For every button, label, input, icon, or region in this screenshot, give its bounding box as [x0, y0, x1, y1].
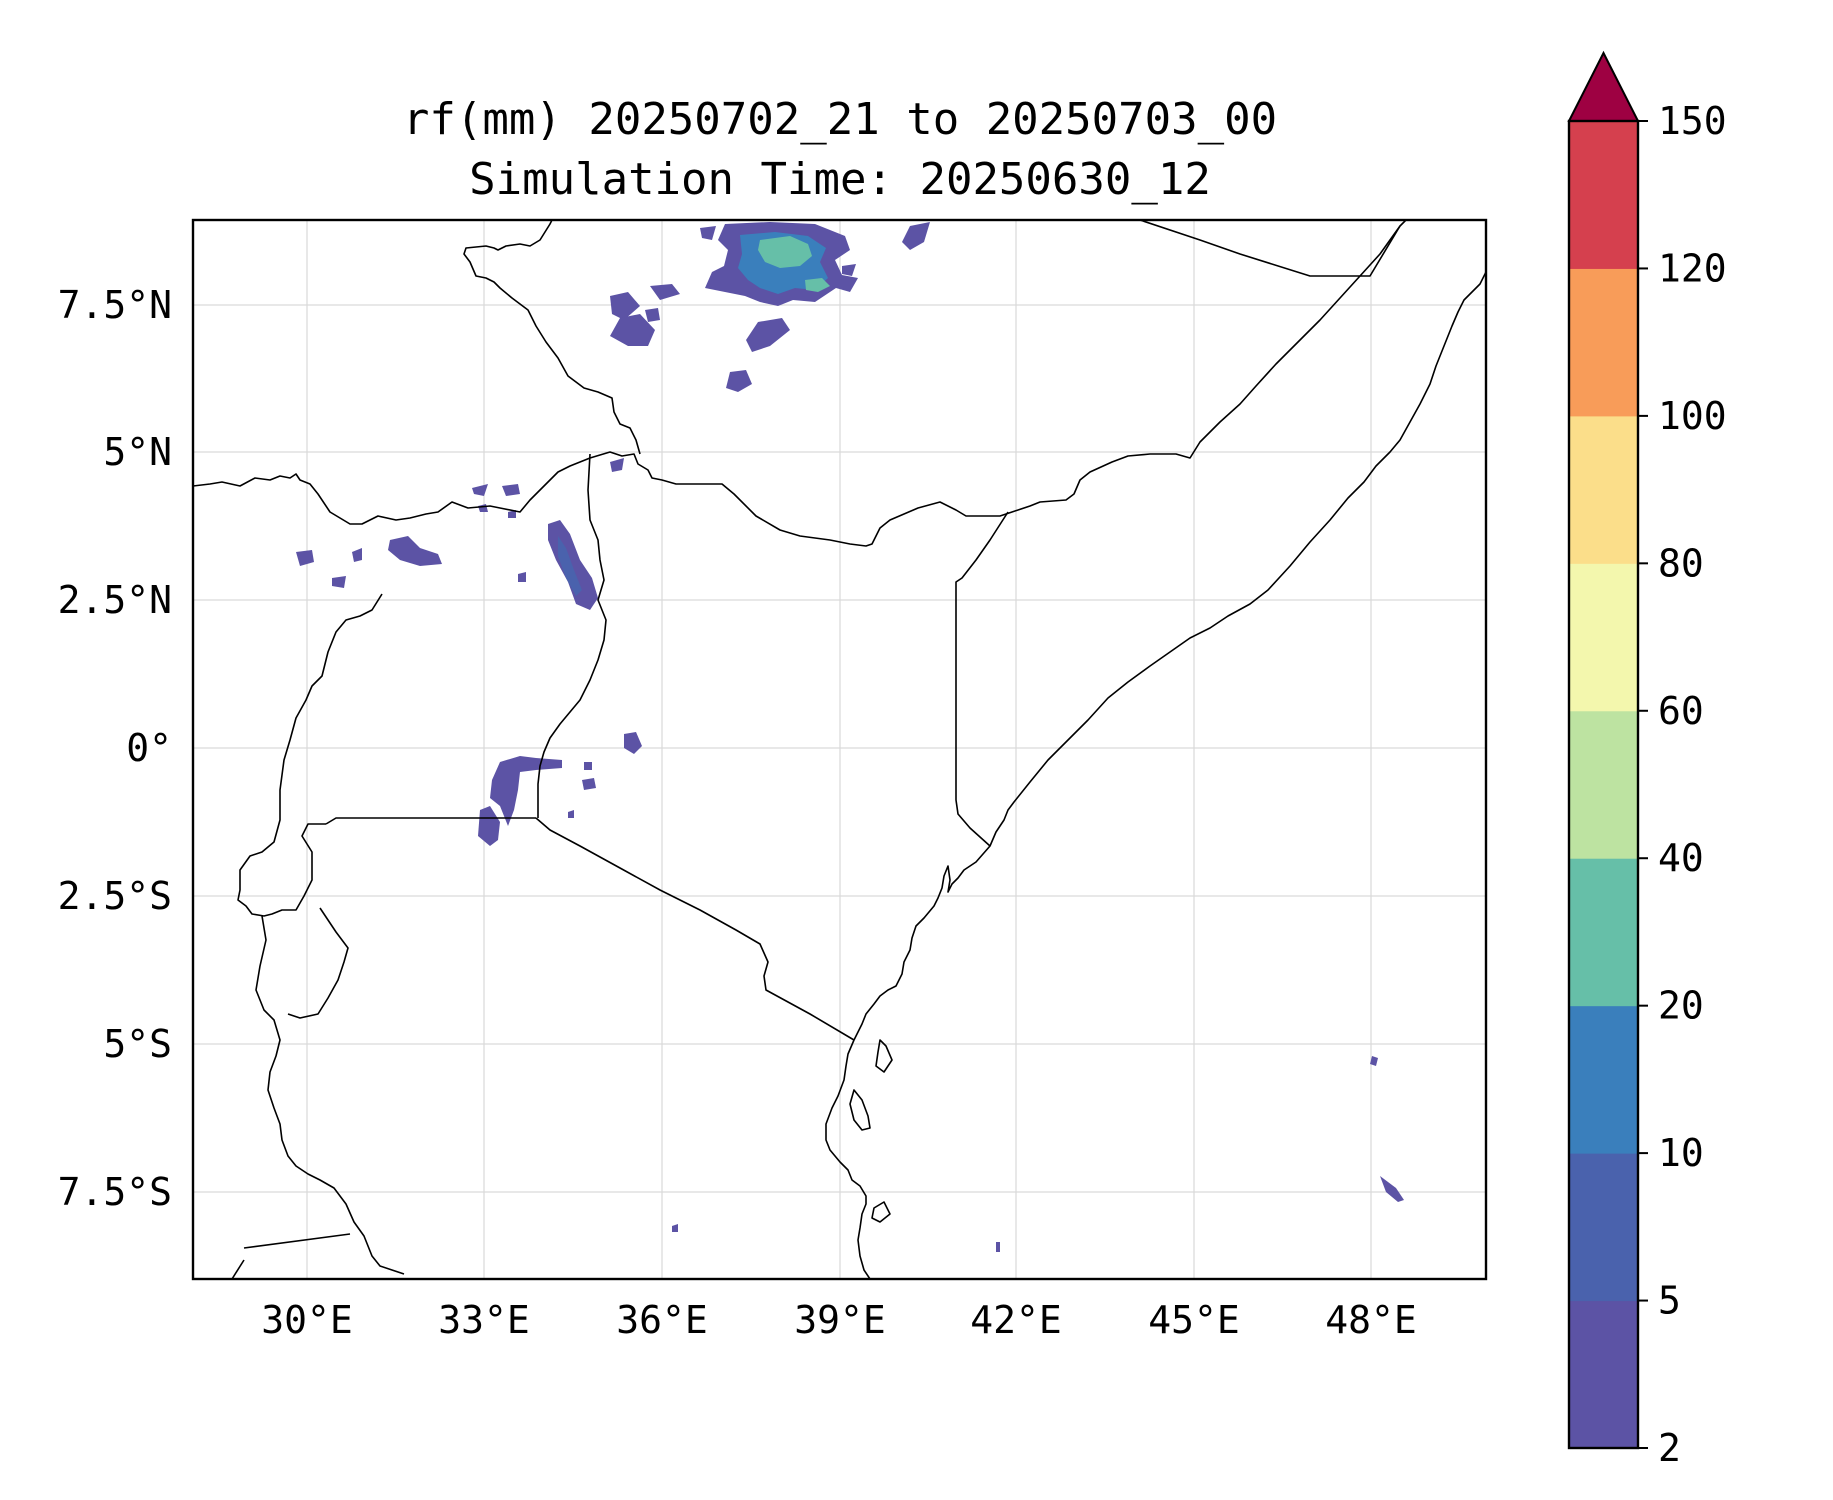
colorbar: 2 5 10 20 40 60 80 100 120 150 [1567, 50, 1727, 1470]
colorbar-tick-label: 5 [1658, 1279, 1681, 1323]
rain-patch [518, 572, 526, 582]
colorbar-tick-label: 20 [1658, 984, 1704, 1028]
map-frame [191, 218, 1488, 1281]
colorbar-tick-label: 40 [1658, 836, 1704, 880]
border-line [243, 1233, 351, 1249]
colorbar-frame [1567, 119, 1640, 1450]
colorbar-tick-label: 60 [1658, 689, 1704, 733]
rain-patch [584, 762, 592, 770]
border-line [231, 1259, 245, 1279]
rain-patch [650, 284, 680, 300]
rain-field [296, 222, 1404, 1252]
x-tick-label: 33°E [438, 1298, 530, 1342]
x-tick-label: 39°E [794, 1298, 886, 1342]
y-tick-label: 2.5°S [58, 874, 172, 918]
colorbar-segment [1569, 415, 1638, 564]
map-panel [191, 218, 1488, 1281]
colorbar-tick-label: 150 [1658, 99, 1727, 143]
rain-patch [805, 278, 830, 292]
rain-patch [645, 308, 660, 322]
country-borders [193, 220, 1486, 1279]
rain-patch [558, 536, 582, 596]
island-outline [871, 1201, 891, 1223]
colorbar-segment [1569, 858, 1638, 1007]
rain-patch [472, 484, 488, 496]
colorbar-segment [1569, 563, 1638, 712]
y-tick-label: 7.5°N [58, 283, 172, 327]
y-tick-label: 5°N [103, 430, 172, 474]
colorbar-segment [1569, 1005, 1638, 1154]
border-line [1139, 220, 1401, 277]
border-line [287, 907, 349, 1019]
x-tick-label: 45°E [1148, 1298, 1240, 1342]
title-line-2: Simulation Time: 20250630_12 [469, 154, 1211, 205]
border-line [535, 817, 855, 1041]
x-tick-label: 30°E [261, 1298, 353, 1342]
border-line [955, 511, 1009, 847]
border-line [255, 915, 405, 1275]
colorbar-tick-label: 100 [1658, 394, 1727, 438]
rain-patch [508, 510, 516, 518]
rain-patch [672, 1224, 678, 1232]
x-axis-ticks: 30°E 33°E 36°E 39°E 42°E 45°E 48°E [261, 1298, 1417, 1342]
rain-patch [332, 576, 346, 588]
colorbar-extend-arrow [1567, 50, 1640, 122]
colorbar-segment [1569, 1300, 1638, 1449]
rain-patch [624, 732, 642, 754]
rain-patch [478, 806, 500, 846]
rain-patch [758, 236, 812, 268]
rain-patch [610, 292, 640, 320]
colorbar-segment [1569, 268, 1638, 417]
island-outline [875, 1039, 893, 1073]
x-tick-label: 42°E [970, 1298, 1062, 1342]
rain-patch [1380, 1176, 1404, 1202]
colorbar-tick-label: 120 [1658, 246, 1727, 290]
x-tick-label: 48°E [1325, 1298, 1417, 1342]
colorbar-segment [1569, 710, 1638, 859]
rain-patch [726, 370, 752, 392]
y-tick-label: 2.5°N [58, 578, 172, 622]
rain-patch [352, 548, 362, 562]
gridlines [193, 220, 1486, 1279]
colorbar-tick-label: 10 [1658, 1131, 1704, 1175]
border-line [237, 593, 383, 917]
border-line [193, 220, 1407, 547]
border-line [825, 271, 1486, 1279]
rain-patch [568, 810, 574, 818]
y-axis-ticks: 7.5°N 5°N 2.5°N 0° 2.5°S 5°S 7.5°S [58, 283, 172, 1214]
rain-patch [902, 222, 930, 250]
rain-patch [582, 778, 596, 790]
rain-patch [700, 226, 716, 240]
y-tick-label: 0° [126, 726, 172, 770]
y-tick-label: 7.5°S [58, 1170, 172, 1214]
border-line [537, 453, 607, 818]
rain-patch [388, 536, 442, 566]
y-tick-label: 5°S [103, 1022, 172, 1066]
colorbar-segment [1569, 121, 1638, 269]
rain-patch [996, 1242, 1000, 1252]
title-line-1: rf(mm) 20250702_21 to 20250703_00 [403, 94, 1277, 145]
rain-patch [1370, 1056, 1378, 1066]
border-line [325, 817, 536, 825]
rain-patch [610, 458, 624, 472]
island-outline [849, 1089, 871, 1131]
rain-patch [842, 264, 856, 276]
x-tick-label: 36°E [616, 1298, 708, 1342]
rain-patch [610, 314, 655, 346]
rain-patch [502, 484, 520, 496]
rain-patch [746, 318, 790, 352]
border-line [463, 220, 641, 455]
rain-patch [490, 756, 562, 826]
colorbar-tick-label: 80 [1658, 541, 1704, 585]
rain-patch [296, 550, 314, 566]
colorbar-segment [1569, 1153, 1638, 1302]
colorbar-tick-label: 2 [1658, 1426, 1681, 1470]
